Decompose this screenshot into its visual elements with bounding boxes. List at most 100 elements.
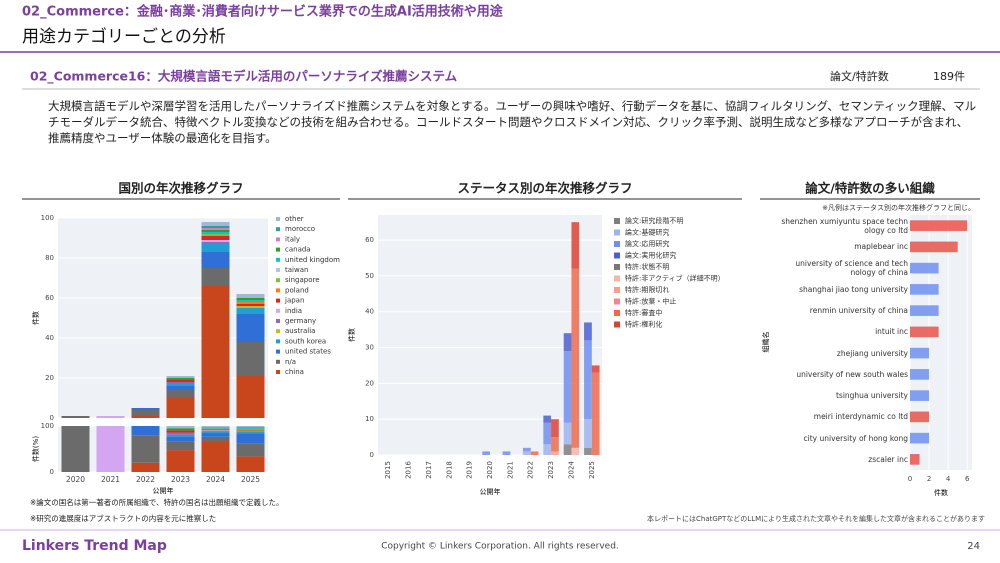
share-segment (61, 426, 90, 472)
bar-segment (166, 386, 195, 390)
share-segment (166, 426, 195, 429)
bar-segment (201, 234, 230, 236)
share-segment (166, 441, 195, 451)
bar-segment (131, 416, 160, 418)
legend-label: australia (285, 327, 315, 335)
bar-segment (236, 298, 265, 300)
bar-segment (236, 376, 265, 418)
legend-label: other (285, 215, 304, 223)
x-tick-label: 2022 (527, 461, 535, 479)
legend-label: united states (285, 348, 331, 356)
legend-label: india (285, 307, 302, 315)
y-tick-label: city university of hong kong (803, 433, 908, 443)
y-axis-label: 件数 (347, 328, 356, 342)
legend-label: 特許:期限切れ (625, 285, 669, 294)
bar-segment (131, 410, 160, 416)
share-segment (166, 450, 195, 472)
bar-segment (166, 380, 195, 382)
legend-swatch (276, 298, 280, 303)
bar-segment (571, 447, 580, 455)
legend-swatch (276, 278, 280, 283)
count: 189件 (933, 70, 965, 83)
bar-segment (166, 382, 195, 384)
y-tick-label: shenzhen xumiyuntu space techn ology co … (781, 216, 908, 235)
y-tick-label: 20 (365, 379, 374, 387)
y-tick-label: 10 (365, 415, 374, 423)
bar-segment (236, 306, 265, 308)
share-segment (166, 434, 195, 437)
legend-swatch (614, 275, 620, 282)
bar-segment (166, 390, 195, 398)
y-tick-label: 0 (370, 451, 374, 459)
x-tick-label: 0 (908, 475, 912, 483)
bar (910, 326, 939, 338)
legend-swatch (614, 287, 620, 293)
bar (910, 262, 939, 274)
legend-label: 論文:研究段階不明 (625, 216, 683, 225)
plot-bg (58, 426, 268, 472)
disclaimer: 本レポートにはChatGPTなどのLLMにより生成された文章やそれを編集した文章… (647, 514, 985, 523)
bar-segment (482, 451, 490, 455)
x-tick-label: 2021 (101, 475, 120, 484)
bar-segment (201, 268, 230, 286)
legend-swatch (276, 247, 280, 252)
bar-segment (543, 415, 552, 423)
plot-bg (58, 218, 268, 418)
bar-segment (201, 228, 230, 230)
bar-segment (166, 378, 195, 380)
bar-segment (236, 300, 265, 302)
share-segment (201, 426, 230, 427)
legend-swatch (276, 349, 280, 354)
chart-note: ※凡例はステータス別の年次推移グラフと同じ。 (822, 203, 975, 212)
y-tick-label: shanghai jiao tong university (799, 284, 908, 294)
y-tick-label: 40 (45, 334, 54, 342)
share-segment (236, 426, 265, 428)
y-tick-label: university of science and tech nology of… (795, 259, 908, 278)
y-tick-label: 100 (41, 422, 54, 430)
bar-segment (201, 226, 230, 228)
legend-swatch (614, 241, 620, 247)
y-tick-label: tsinghua university (835, 391, 908, 401)
y-tick-label: renmin university of china (809, 306, 908, 316)
bar-segment (563, 444, 572, 455)
bar-segment (584, 322, 592, 341)
share-segment (236, 428, 265, 430)
bar (910, 220, 968, 231)
x-tick-label: 2 (927, 475, 931, 483)
bar-segment (591, 365, 600, 373)
y-axis-label: 組織名 (761, 332, 770, 353)
legend-swatch (276, 319, 280, 323)
x-tick-label: 2025 (241, 475, 260, 484)
bar-segment (236, 304, 265, 306)
legend-label: germany (285, 317, 316, 325)
bar-segment (591, 372, 600, 455)
share-segment (236, 443, 265, 457)
legend-label: canada (285, 246, 311, 254)
x-axis-label: 件数 (934, 488, 948, 497)
share-segment (236, 428, 265, 429)
bar-segment (571, 222, 580, 269)
y-tick-label: meiri interdynamic co ltd (813, 412, 908, 422)
share-segment (131, 435, 160, 463)
share-segment (236, 431, 265, 434)
legend-swatch (276, 329, 280, 334)
legend-label: 特許:非アクティブ（詳細不明） (625, 274, 725, 283)
legend-swatch (276, 288, 280, 293)
bar (910, 369, 930, 380)
legend-swatch (614, 229, 620, 236)
legend-swatch (276, 339, 280, 344)
bar-segment (236, 314, 265, 342)
page-number: 24 (967, 541, 980, 552)
bar-segment (584, 419, 592, 448)
page-title: 用途カテゴリーごとの分析 (22, 26, 226, 47)
chart-title: ステータス別の年次推移グラフ (457, 181, 632, 196)
bar-segment (563, 422, 572, 445)
bar-segment (551, 437, 559, 452)
legend-swatch (614, 321, 620, 328)
share-segment (131, 426, 160, 436)
count-label: 論文/特許数 (830, 69, 889, 83)
legend-swatch (276, 217, 280, 221)
share-segment (166, 432, 195, 435)
share-segment (201, 441, 230, 472)
